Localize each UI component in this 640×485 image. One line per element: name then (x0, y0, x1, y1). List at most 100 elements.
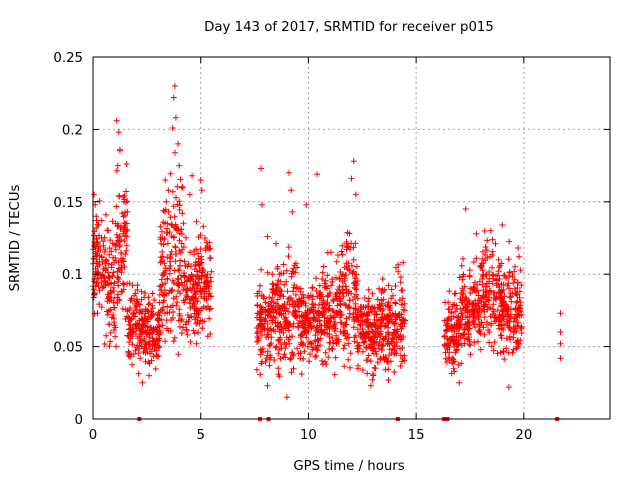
data-point (285, 324, 292, 331)
data-point (206, 315, 213, 322)
data-point (340, 283, 346, 290)
data-point (128, 329, 135, 336)
data-point (119, 210, 126, 217)
data-point (197, 317, 204, 324)
data-point (102, 211, 109, 218)
data-point (167, 270, 173, 277)
data-point (266, 362, 273, 369)
data-point (149, 305, 156, 312)
data-point (155, 343, 162, 350)
data-point (492, 240, 499, 247)
data-point (490, 347, 497, 354)
data-point (94, 239, 101, 245)
data-point (272, 291, 278, 298)
data-point (197, 288, 204, 295)
data-point (466, 267, 473, 274)
data-point (142, 339, 149, 346)
data-point (364, 316, 371, 323)
data-point (121, 196, 128, 203)
data-point (112, 220, 119, 227)
data-point (447, 340, 454, 347)
data-point (146, 338, 153, 345)
data-point (180, 324, 187, 331)
data-point (314, 171, 320, 178)
data-point (483, 247, 490, 254)
data-point (156, 312, 163, 319)
data-point (325, 317, 332, 323)
data-point (367, 382, 374, 389)
data-point (280, 330, 287, 336)
data-point (161, 287, 168, 293)
data-point (469, 286, 476, 293)
data-point (379, 342, 386, 349)
data-point (475, 316, 482, 323)
data-point (371, 333, 378, 339)
data-point (337, 309, 344, 315)
data-point (319, 269, 326, 276)
data-point (129, 341, 136, 348)
data-point (506, 294, 513, 301)
data-point (473, 230, 480, 237)
data-point (208, 268, 215, 275)
data-point (106, 307, 113, 314)
data-point (161, 260, 168, 267)
data-point (197, 177, 204, 184)
data-point (496, 276, 503, 282)
data-point (391, 369, 398, 375)
data-point (461, 326, 468, 333)
data-point (352, 275, 359, 281)
data-point (112, 257, 119, 264)
data-point (139, 317, 146, 324)
data-point (300, 291, 306, 298)
data-point (134, 342, 141, 349)
data-point (446, 314, 453, 321)
data-point (201, 318, 208, 325)
data-point (162, 177, 169, 184)
data-point (341, 278, 348, 284)
data-point (159, 281, 166, 288)
data-point (313, 352, 320, 359)
data-point (107, 338, 114, 345)
data-point (286, 334, 293, 341)
x-tick-label: 5 (196, 428, 204, 443)
data-point (446, 344, 453, 351)
data-point (331, 371, 338, 378)
data-point (270, 309, 277, 316)
data-point (467, 342, 474, 349)
data-point (313, 288, 320, 294)
data-point (302, 315, 309, 322)
data-point (170, 203, 177, 210)
data-point (398, 336, 405, 343)
data-point (335, 252, 341, 259)
data-point (135, 370, 142, 377)
data-point (105, 269, 112, 276)
data-point (111, 288, 117, 295)
data-point (480, 324, 487, 331)
data-point (286, 294, 293, 301)
data-point (485, 297, 492, 304)
data-point (367, 306, 374, 313)
data-point (382, 335, 388, 342)
data-point (476, 323, 483, 330)
data-point (120, 230, 127, 237)
data-point (101, 341, 108, 347)
data-point (359, 367, 366, 373)
data-point (100, 238, 107, 245)
data-point (269, 271, 276, 278)
data-point (441, 342, 448, 349)
data-point (397, 345, 403, 352)
data-point (94, 310, 101, 317)
data-point (348, 290, 355, 297)
data-point (442, 299, 449, 306)
data-point (451, 290, 458, 297)
data-point (262, 358, 269, 365)
data-point (146, 360, 153, 367)
data-point (326, 325, 333, 332)
data-point (176, 306, 183, 313)
data-point (106, 343, 113, 349)
data-point (174, 275, 181, 282)
data-point (466, 313, 473, 320)
data-point (516, 253, 523, 260)
data-point (175, 351, 182, 358)
data-point (333, 309, 340, 316)
